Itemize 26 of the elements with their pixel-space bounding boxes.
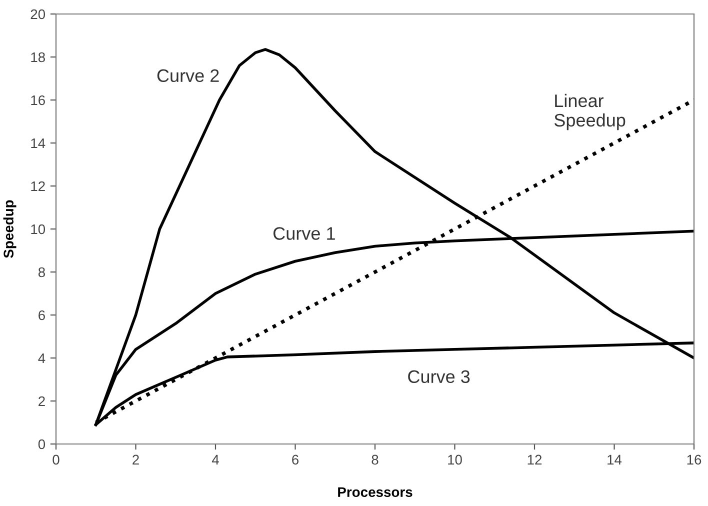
y-tick-label: 8 [38, 267, 45, 278]
series-label: Curve 2 [157, 69, 219, 82]
x-tick-label: 16 [687, 454, 702, 465]
x-tick-label: 10 [448, 454, 462, 465]
y-tick-label: 4 [38, 353, 46, 364]
y-axis-title: Speedup [3, 200, 16, 258]
x-axis-title: Processors [338, 487, 412, 498]
y-tick-label: 12 [31, 181, 45, 192]
y-tick-label: 18 [31, 52, 45, 62]
x-tick-label: 8 [372, 454, 378, 465]
y-tick-label: 0 [38, 439, 46, 450]
y-tick-label: 20 [30, 9, 46, 20]
x-tick-label: 14 [608, 454, 622, 464]
y-tick-label: 14 [31, 138, 46, 148]
y-tick-label: 6 [38, 310, 45, 320]
y-tick-label: 10 [31, 224, 46, 234]
x-tick-label: 2 [132, 454, 139, 464]
y-tick-label: 2 [38, 396, 45, 406]
x-tick-label: 12 [528, 454, 542, 464]
x-tick-label: 0 [52, 454, 60, 465]
series-label: Linear Speedup [554, 94, 626, 130]
x-tick-label: 6 [292, 454, 298, 465]
series-label: Curve 1 [273, 227, 335, 240]
y-tick-label: 16 [31, 95, 45, 106]
series-label: Curve 3 [408, 370, 470, 384]
x-tick-label: 4 [212, 454, 219, 464]
